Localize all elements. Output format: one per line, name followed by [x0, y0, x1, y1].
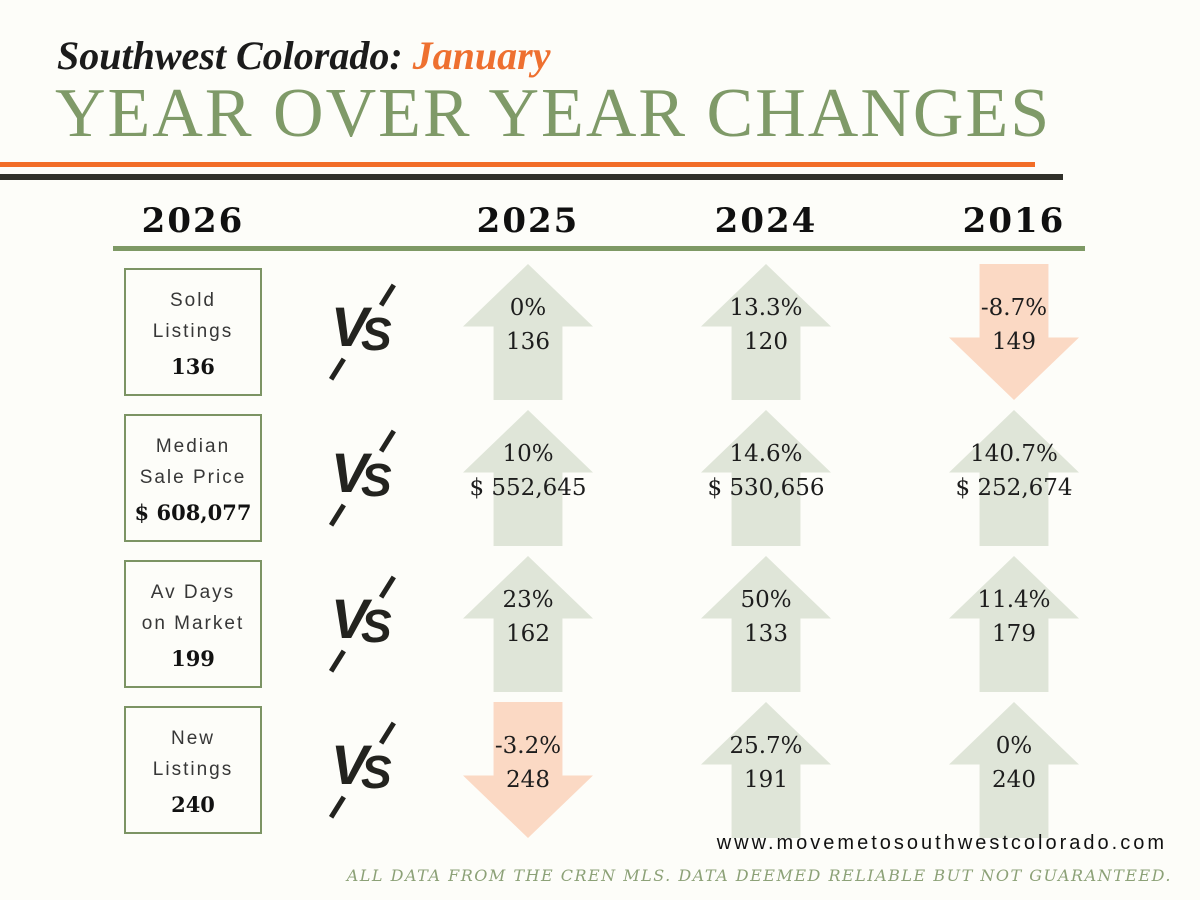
- year-header-2024: 2024: [714, 201, 818, 241]
- metric-row-new-listings: New Listings 240 V S -3.2% 248: [98, 697, 1200, 843]
- dark-divider: [0, 174, 1063, 180]
- change-percent: 10%: [502, 441, 554, 467]
- comparison-value: 248: [506, 767, 550, 793]
- change-percent: 25.7%: [729, 733, 803, 759]
- change-percent: 0%: [509, 295, 547, 321]
- metric-rows: Sold Listings 136 V S 0% 136: [0, 259, 1200, 843]
- green-divider: [113, 246, 1085, 251]
- change-arrow: 0% 136: [463, 264, 593, 400]
- comparison-value: 162: [506, 621, 550, 647]
- metric-label: New Listings: [152, 728, 234, 780]
- metric-current-value: $ 608,077: [134, 500, 252, 525]
- comparison-value: 149: [992, 329, 1036, 355]
- change-arrow: 140.7% $ 252,674: [949, 410, 1079, 546]
- year-header-2026: 2026: [141, 201, 245, 241]
- change-percent: 11.4%: [977, 587, 1051, 613]
- metric-current-value: 240: [171, 792, 215, 817]
- vs-slash-bottom: [328, 357, 346, 381]
- metric-current-value: 136: [171, 354, 215, 379]
- data-disclaimer: ALL DATA FROM THE CREN MLS. DATA DEEMED …: [346, 866, 1172, 885]
- vs-icon: V S: [328, 429, 396, 527]
- subtitle: Southwest Colorado: January: [57, 0, 1200, 79]
- metric-box: Median Sale Price $ 608,077: [124, 414, 262, 542]
- comparison-value: $ 530,656: [707, 475, 825, 501]
- orange-divider: [0, 162, 1035, 167]
- change-percent: -3.2%: [494, 733, 562, 759]
- website-url: www.movemetosouthwestcolorado.com: [716, 832, 1167, 854]
- change-arrow: 14.6% $ 530,656: [701, 410, 831, 546]
- comparison-value: 120: [744, 329, 788, 355]
- change-percent: 13.3%: [729, 295, 803, 321]
- change-arrow: 23% 162: [463, 556, 593, 692]
- change-arrow: 11.4% 179: [949, 556, 1079, 692]
- change-percent: 23%: [502, 587, 554, 613]
- metric-label: Sold Listings: [152, 290, 234, 342]
- change-arrow: 13.3% 120: [701, 264, 831, 400]
- comparison-value: 191: [744, 767, 788, 793]
- vs-slash-top: [378, 283, 396, 307]
- metric-box: Sold Listings 136: [124, 268, 262, 396]
- change-arrow: 10% $ 552,645: [463, 410, 593, 546]
- comparison-value: 179: [992, 621, 1036, 647]
- change-percent: 50%: [740, 587, 792, 613]
- metric-row-av-days-on-market: Av Days on Market 199 V S 23%: [98, 551, 1200, 697]
- change-arrow: 50% 133: [701, 556, 831, 692]
- metric-label: Av Days on Market: [141, 582, 245, 634]
- comparison-value: 240: [992, 767, 1036, 793]
- metric-current-value: 199: [171, 646, 215, 671]
- change-percent: -8.7%: [980, 295, 1048, 321]
- metric-row-sold-listings: Sold Listings 136 V S 0% 136: [98, 259, 1200, 405]
- metric-box: Av Days on Market 199: [124, 560, 262, 688]
- change-percent: 140.7%: [970, 441, 1058, 467]
- comparison-value: $ 552,645: [469, 475, 587, 501]
- vs-slash-bottom: [328, 649, 346, 673]
- vs-icon: V S: [328, 721, 396, 819]
- year-header-row: 2026 2025 2024 2016: [98, 198, 1200, 244]
- vs-slash-top: [378, 575, 396, 599]
- change-arrow: 0% 240: [949, 702, 1079, 838]
- vs-icon: V S: [328, 575, 396, 673]
- change-percent: 0%: [995, 733, 1033, 759]
- metric-row-median-sale-price: Median Sale Price $ 608,077 V S 10%: [98, 405, 1200, 551]
- change-arrow: 25.7% 191: [701, 702, 831, 838]
- comparison-value: 136: [506, 329, 550, 355]
- subtitle-location: Southwest Colorado:: [57, 33, 413, 78]
- year-header-2025: 2025: [476, 201, 580, 241]
- vs-slash-bottom: [328, 795, 346, 819]
- metric-box: New Listings 240: [124, 706, 262, 834]
- metric-label: Median Sale Price: [139, 436, 247, 488]
- change-percent: 14.6%: [729, 441, 803, 467]
- subtitle-month: January: [412, 33, 551, 78]
- comparison-value: $ 252,674: [955, 475, 1073, 501]
- vs-slash-top: [378, 429, 396, 453]
- page-title: YEAR OVER YEAR CHANGES: [55, 75, 1052, 152]
- vs-icon: V S: [328, 283, 396, 381]
- vs-slash-bottom: [328, 503, 346, 527]
- comparison-value: 133: [744, 621, 788, 647]
- change-arrow: -8.7% 149: [949, 264, 1079, 400]
- vs-slash-top: [378, 721, 396, 745]
- year-header-2016: 2016: [962, 201, 1066, 241]
- change-arrow: -3.2% 248: [463, 702, 593, 838]
